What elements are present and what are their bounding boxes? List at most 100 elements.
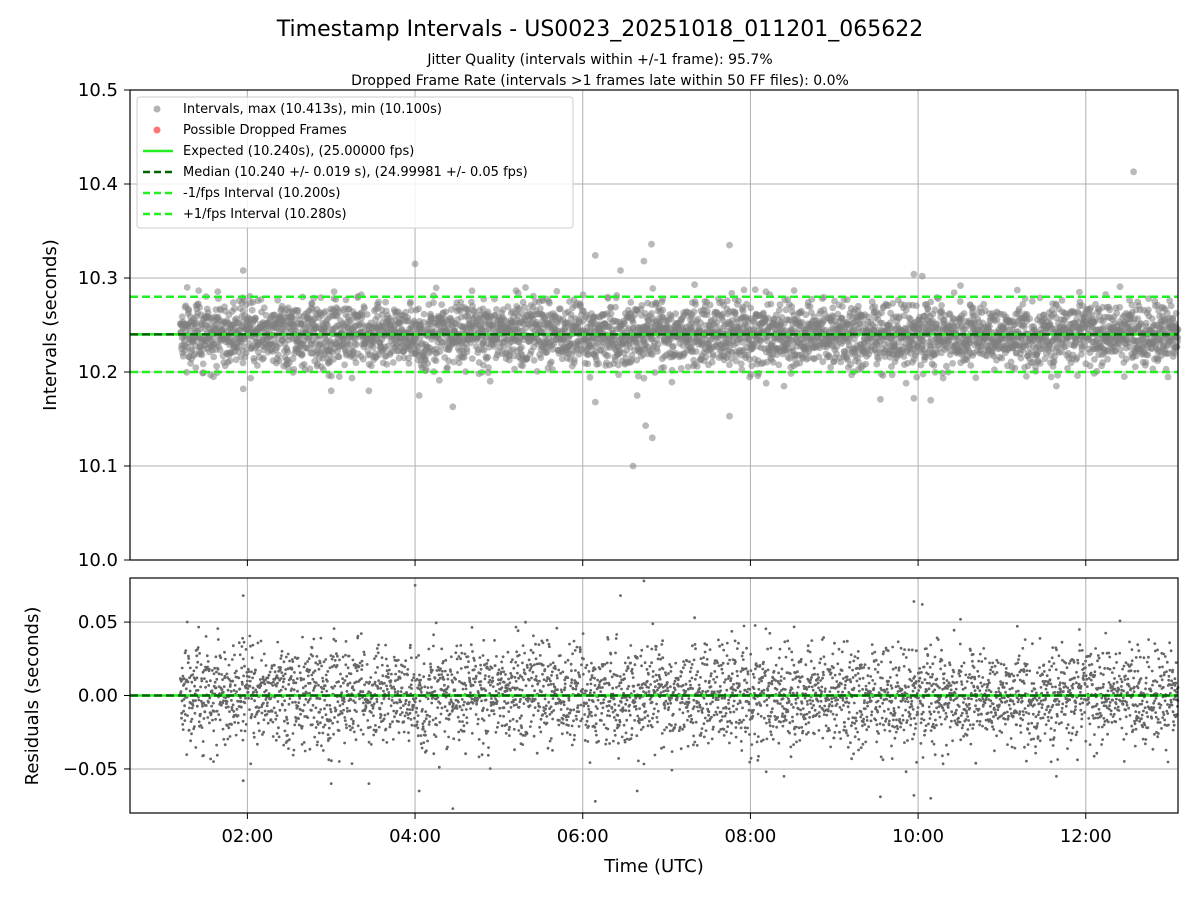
residual-point [233, 653, 236, 657]
interval-point [732, 309, 739, 317]
residual-point [256, 742, 259, 746]
interval-point [435, 376, 443, 384]
residual-point [238, 653, 242, 657]
residual-point [199, 712, 202, 716]
residual-point [337, 729, 341, 732]
residual-point [289, 675, 293, 678]
residual-point [242, 713, 246, 716]
residual-point [230, 723, 234, 726]
residual-point [300, 743, 304, 746]
residual-point [295, 677, 299, 680]
interval-point [416, 334, 424, 342]
residual-point [241, 738, 245, 742]
interval-point [780, 382, 788, 390]
intervals-ytick-label: 10.0 [78, 550, 118, 571]
residual-point [328, 736, 332, 740]
interval-point [1026, 315, 1034, 322]
interval-point [1130, 168, 1137, 176]
residual-point [303, 703, 306, 707]
residual-point [310, 723, 314, 727]
residual-point [237, 641, 241, 645]
interval-point [486, 377, 494, 385]
residual-point [279, 677, 283, 680]
interval-point [691, 281, 698, 288]
residual-point [285, 718, 289, 721]
residual-point [340, 691, 344, 695]
residual-point [334, 708, 338, 712]
residual-point [270, 710, 274, 713]
residual-point [219, 656, 223, 660]
chart-subtitle-jitter: Jitter Quality (intervals within +/-1 fr… [426, 52, 772, 68]
residual-point [206, 716, 210, 719]
residual-point [272, 706, 276, 710]
interval-point [1123, 355, 1130, 363]
residual-point [220, 688, 224, 691]
interval-point [693, 362, 701, 370]
residual-point [336, 654, 339, 658]
residual-point [246, 679, 249, 683]
residual-point [216, 667, 220, 671]
residual-point [302, 741, 306, 744]
residual-point [270, 666, 274, 670]
interval-point [1076, 288, 1083, 296]
residual-point [210, 704, 214, 708]
interval-point [328, 372, 335, 380]
legend-label-expected: Expected (10.240s), (25.00000 fps) [183, 144, 414, 159]
residual-point [209, 679, 212, 683]
residual-point [206, 660, 210, 663]
residual-point [181, 723, 185, 726]
residual-point [214, 655, 218, 659]
interval-point [1116, 303, 1124, 311]
residual-point [283, 708, 287, 712]
interval-point [262, 311, 270, 319]
interval-point [762, 379, 770, 387]
residual-point [315, 743, 319, 747]
interval-point [654, 341, 662, 348]
residual-point [300, 725, 304, 728]
legend-label-plus-fps: +1/fps Interval (10.280s) [183, 207, 347, 222]
residual-point [287, 683, 291, 686]
residual-point [298, 697, 302, 700]
residual-point [200, 679, 204, 683]
residual-point [337, 680, 340, 684]
residual-point [222, 699, 225, 703]
residual-point [259, 639, 263, 643]
interval-point [247, 374, 255, 382]
residual-point [306, 674, 310, 678]
residual-point [341, 702, 345, 706]
residual-point [193, 725, 196, 728]
residual-point [220, 703, 223, 707]
residual-point [220, 673, 224, 676]
residual-point [242, 640, 246, 644]
interval-point [216, 346, 224, 354]
interval-point [553, 287, 561, 295]
residual-point [329, 710, 333, 714]
intervals-ytick-label: 10.4 [78, 174, 118, 195]
interval-point [285, 365, 292, 372]
residual-point [328, 704, 332, 707]
residual-point [291, 732, 295, 735]
intervals-yticks: 10.010.110.210.310.410.5 [78, 80, 130, 571]
residual-point [299, 708, 302, 711]
residual-point [221, 690, 225, 694]
interval-point [854, 302, 862, 310]
residual-point [244, 648, 248, 651]
residual-point [325, 689, 329, 693]
interval-point [806, 303, 814, 310]
residual-point [282, 677, 286, 681]
interval-point [838, 303, 846, 310]
residual-point [193, 684, 197, 688]
interval-point [927, 298, 935, 306]
residual-point [301, 635, 304, 639]
interval-point [405, 360, 413, 367]
residual-point [310, 646, 314, 650]
interval-point [260, 304, 268, 312]
interval-point [365, 387, 373, 395]
residual-point [275, 684, 278, 688]
residual-point [180, 666, 184, 670]
residual-point [351, 726, 354, 730]
residual-point [202, 754, 205, 757]
residual-point [334, 639, 338, 643]
residual-point [309, 697, 312, 700]
residual-point [213, 680, 217, 684]
